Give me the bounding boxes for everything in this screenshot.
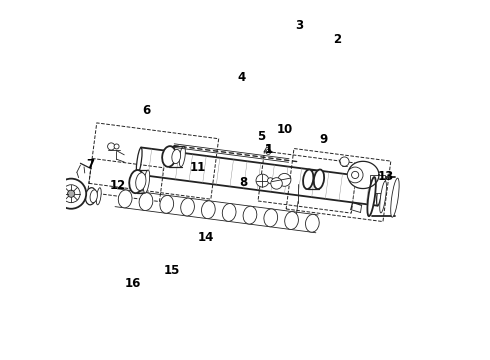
Text: 3: 3 xyxy=(295,19,304,32)
Ellipse shape xyxy=(305,214,319,232)
Ellipse shape xyxy=(368,177,376,216)
Ellipse shape xyxy=(243,206,257,224)
Ellipse shape xyxy=(179,146,185,167)
Ellipse shape xyxy=(380,181,387,213)
Ellipse shape xyxy=(129,170,144,193)
Circle shape xyxy=(256,174,269,187)
Ellipse shape xyxy=(391,178,399,217)
Circle shape xyxy=(68,190,74,197)
Text: 4: 4 xyxy=(237,71,245,84)
Circle shape xyxy=(347,167,363,183)
Ellipse shape xyxy=(172,149,181,164)
Text: 5: 5 xyxy=(257,130,265,144)
Ellipse shape xyxy=(303,170,314,189)
Text: 6: 6 xyxy=(142,104,150,117)
Text: 9: 9 xyxy=(319,133,327,146)
Circle shape xyxy=(266,149,271,154)
Text: 16: 16 xyxy=(125,277,141,290)
Text: 8: 8 xyxy=(239,176,247,189)
Ellipse shape xyxy=(314,170,324,189)
Ellipse shape xyxy=(90,190,98,203)
Text: 1: 1 xyxy=(264,143,272,156)
Text: 14: 14 xyxy=(198,231,215,244)
Ellipse shape xyxy=(136,173,146,190)
Ellipse shape xyxy=(162,146,176,167)
Circle shape xyxy=(351,171,359,179)
Circle shape xyxy=(62,185,80,203)
Ellipse shape xyxy=(97,188,101,205)
Text: 12: 12 xyxy=(110,179,126,192)
Text: 7: 7 xyxy=(86,158,94,171)
Ellipse shape xyxy=(285,212,298,229)
Circle shape xyxy=(108,143,115,150)
Text: 2: 2 xyxy=(334,33,342,46)
Text: 15: 15 xyxy=(163,264,180,277)
Text: 10: 10 xyxy=(277,123,294,136)
Circle shape xyxy=(268,178,273,184)
Circle shape xyxy=(56,179,86,209)
Ellipse shape xyxy=(118,190,132,208)
Ellipse shape xyxy=(222,203,236,221)
Ellipse shape xyxy=(181,198,195,216)
Ellipse shape xyxy=(264,209,278,227)
Ellipse shape xyxy=(139,193,153,211)
Text: 13: 13 xyxy=(377,170,393,183)
Text: 1: 1 xyxy=(264,143,272,156)
Circle shape xyxy=(114,144,119,149)
Text: 11: 11 xyxy=(190,161,206,174)
Circle shape xyxy=(271,178,282,189)
Ellipse shape xyxy=(85,188,97,205)
Ellipse shape xyxy=(201,201,215,219)
Circle shape xyxy=(278,174,291,186)
Circle shape xyxy=(340,157,349,166)
Ellipse shape xyxy=(160,195,173,213)
FancyBboxPatch shape xyxy=(369,175,385,193)
Ellipse shape xyxy=(144,170,149,193)
Ellipse shape xyxy=(377,179,382,206)
Polygon shape xyxy=(348,161,379,189)
Ellipse shape xyxy=(136,148,142,175)
